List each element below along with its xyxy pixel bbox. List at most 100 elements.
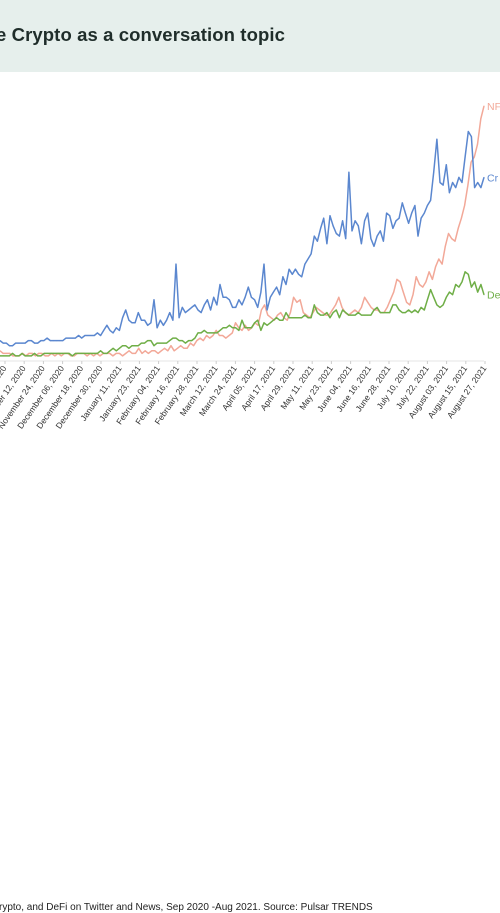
data-point — [0, 355, 1, 357]
data-point — [345, 238, 347, 240]
data-point — [74, 337, 76, 339]
data-point — [216, 304, 218, 306]
data-point — [170, 345, 172, 347]
data-point — [202, 340, 204, 342]
data-point — [153, 345, 155, 347]
title-banner: e Crypto as a conversation topic — [0, 0, 500, 72]
data-point — [483, 105, 485, 107]
data-point — [376, 235, 378, 237]
data-point — [200, 312, 202, 314]
data-point — [326, 312, 328, 314]
data-point — [367, 314, 369, 316]
data-point — [54, 355, 56, 357]
data-point — [90, 352, 92, 354]
data-point — [144, 350, 146, 352]
data-point — [310, 317, 312, 319]
data-point — [335, 309, 337, 311]
data-point — [267, 314, 269, 316]
data-point — [433, 171, 435, 173]
data-point — [18, 355, 20, 357]
data-point — [480, 118, 482, 120]
data-point — [21, 342, 23, 344]
data-point — [402, 291, 404, 293]
data-point — [216, 332, 218, 334]
data-point — [74, 352, 76, 354]
data-point — [166, 319, 168, 321]
data-point — [470, 136, 472, 138]
data-point — [441, 263, 443, 265]
data-point — [6, 352, 7, 354]
data-point — [270, 317, 272, 319]
data-point — [277, 314, 278, 316]
data-point — [417, 312, 419, 314]
data-point — [313, 304, 315, 306]
data-point — [137, 345, 139, 347]
data-point — [444, 245, 446, 247]
data-point — [159, 319, 161, 321]
data-point — [296, 301, 298, 303]
data-point — [106, 324, 108, 326]
data-point — [177, 347, 178, 349]
data-point — [147, 324, 149, 326]
data-point — [238, 329, 240, 331]
data-point — [430, 289, 432, 291]
data-point — [65, 352, 67, 354]
data-point — [162, 342, 164, 344]
data-point — [167, 350, 169, 352]
data-point — [470, 286, 472, 288]
data-point — [147, 340, 149, 342]
data-point — [354, 220, 356, 222]
data-point — [313, 235, 315, 237]
data-point — [86, 355, 88, 357]
data-point — [431, 278, 433, 280]
data-point — [286, 319, 288, 321]
data-point — [248, 329, 249, 331]
data-point — [316, 240, 318, 242]
data-point — [206, 299, 208, 301]
data-point — [34, 352, 36, 354]
data-point — [474, 187, 476, 189]
data-point — [59, 352, 61, 354]
data-point — [84, 352, 86, 354]
data-point — [323, 217, 325, 219]
data-point — [109, 352, 111, 354]
series-line-nf — [0, 105, 485, 357]
data-point — [354, 309, 356, 311]
data-point — [52, 340, 54, 342]
data-point — [112, 355, 114, 357]
data-point — [250, 296, 252, 298]
data-point — [68, 337, 70, 339]
data-point — [41, 352, 43, 354]
data-point — [228, 335, 230, 336]
data-point — [348, 171, 350, 173]
data-point — [87, 335, 89, 336]
data-point — [175, 263, 177, 265]
data-point — [162, 324, 164, 326]
data-point — [282, 276, 284, 278]
data-point — [304, 314, 306, 316]
series-nf-group — [0, 105, 485, 357]
data-point — [2, 352, 4, 354]
data-point — [65, 337, 67, 339]
data-point — [138, 347, 140, 349]
data-point — [96, 352, 98, 354]
data-point — [188, 340, 190, 342]
data-point — [389, 312, 391, 314]
data-point — [260, 309, 262, 311]
data-point — [276, 286, 278, 288]
data-point — [266, 309, 268, 311]
data-point — [406, 301, 408, 303]
data-point — [430, 199, 432, 201]
data-point — [228, 299, 230, 301]
data-point — [8, 345, 10, 347]
data-point — [137, 312, 139, 314]
data-point — [474, 281, 476, 283]
data-point — [49, 340, 51, 342]
data-point — [12, 345, 14, 347]
data-point — [266, 324, 268, 326]
data-point — [150, 322, 152, 324]
data-point — [442, 304, 444, 306]
data-point — [191, 306, 193, 308]
data-point — [189, 342, 191, 344]
